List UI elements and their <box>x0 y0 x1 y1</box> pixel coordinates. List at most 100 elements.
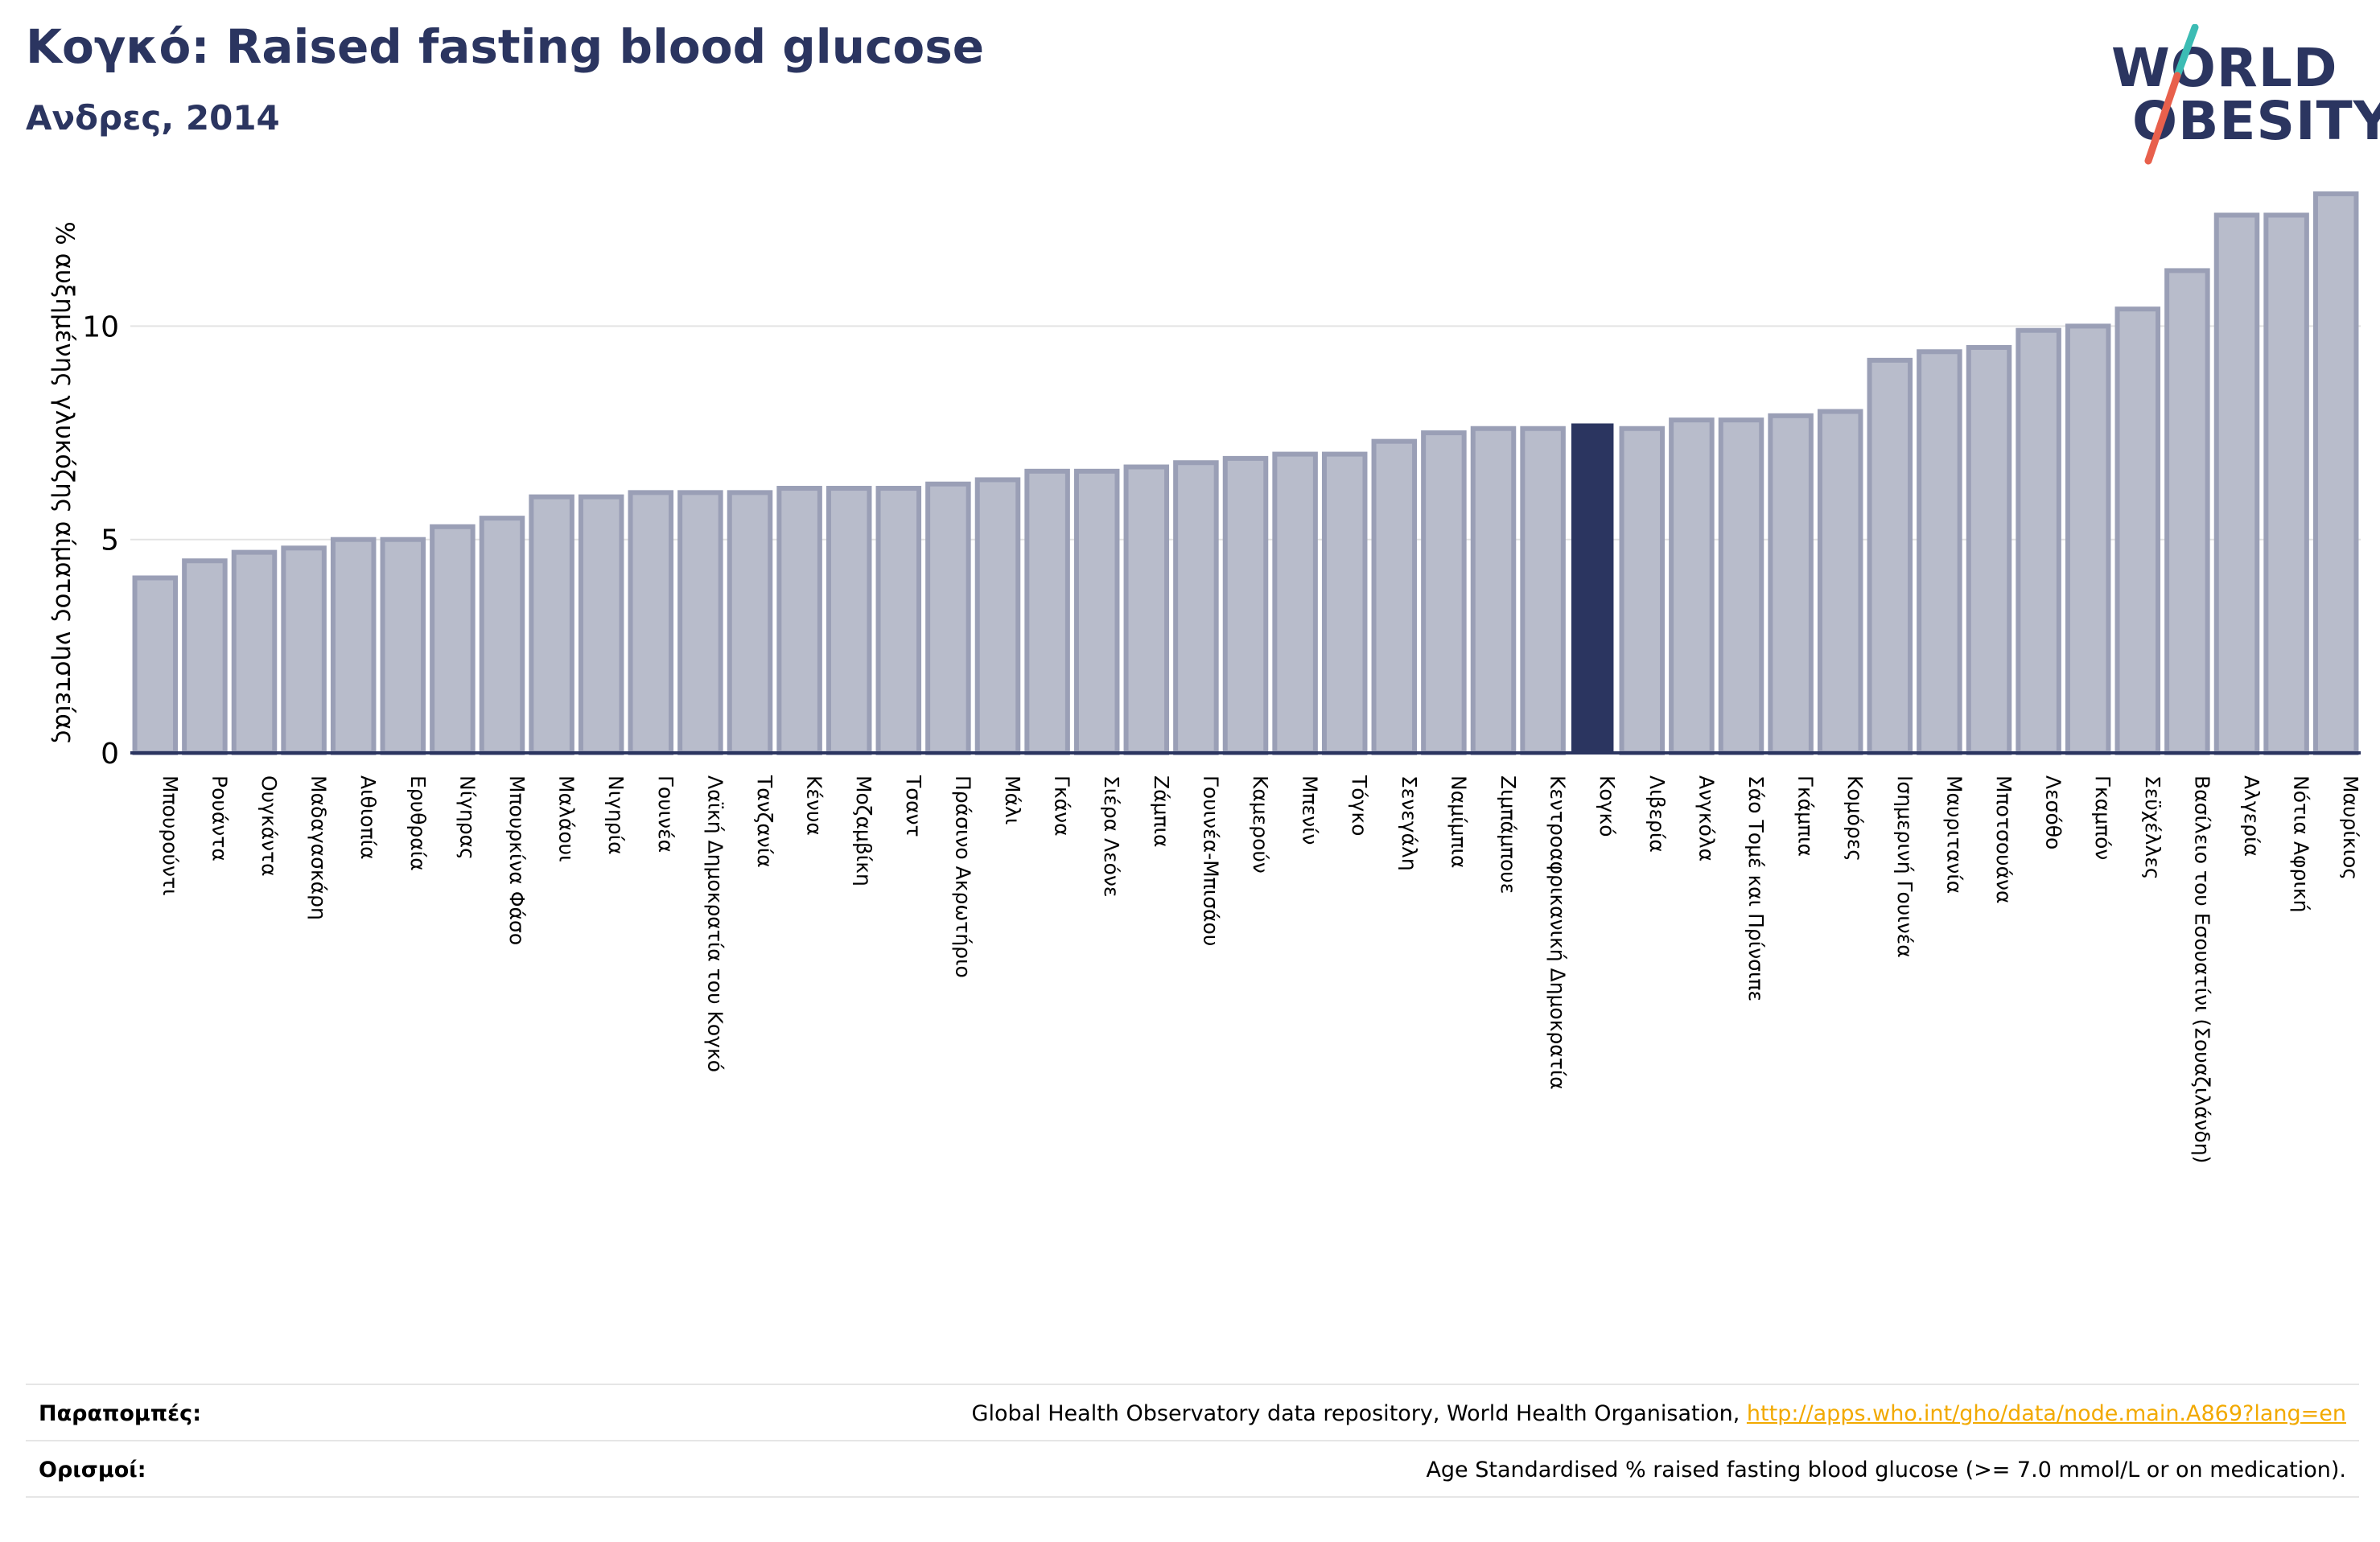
x-tick-label: Γκάμπια <box>1794 775 1818 857</box>
bar <box>1867 357 1913 755</box>
logo-slash-icon <box>2144 24 2199 165</box>
x-tick-label: Τόγκο <box>1348 775 1371 836</box>
bar <box>1669 417 1715 755</box>
x-tick-label: Τανζανία <box>753 775 776 868</box>
bar <box>1768 413 1814 755</box>
x-tick-label: Μοζαμβίκη <box>852 775 875 886</box>
bar <box>231 549 278 755</box>
x-tick-label: Νιγηρία <box>604 775 628 855</box>
bar <box>1272 451 1318 755</box>
tick-labels: 0 5 10 Μπουρούντι Ρουάντα Ουγκάντα Μαδαγασκάρη… <box>50 221 2362 1163</box>
x-tick-label: Βασίλειο του Εσουατίνι (Σουαζιλάνδη) <box>2190 775 2213 1163</box>
y-tick-label: 5 <box>101 524 119 557</box>
x-tick-label: Κομόρες <box>1843 775 1867 861</box>
chart-subtitle: Ανδρες, 2014 <box>26 98 280 138</box>
bar <box>2164 268 2210 756</box>
x-tick-label: Μαλάουι <box>555 775 579 862</box>
bar <box>529 494 574 755</box>
x-tick-label: Ισημερινή Γουινέα <box>1893 775 1917 958</box>
bar <box>776 486 822 755</box>
x-tick-label: Κογκό <box>1596 775 1619 837</box>
bar <box>1817 409 1863 755</box>
x-tick-label: Σιέρα Λεόνε <box>1100 775 1123 897</box>
x-tick-label: Αιθιοπία <box>356 775 380 860</box>
bar <box>1321 451 1368 755</box>
x-tick-label: Νότια Αφρική <box>2290 775 2313 912</box>
x-tick-label: Κεντροαφρικανική Δημοκρατία <box>1546 775 1570 1090</box>
x-tick-label: Μάλι <box>1001 775 1024 824</box>
bar <box>2114 306 2161 756</box>
bar <box>2263 212 2309 755</box>
x-tick-label: Μαδαγασκάρη <box>307 775 331 920</box>
bar-highlight <box>1571 423 1614 754</box>
x-tick-label: Λεσόθο <box>2042 775 2065 849</box>
bar <box>1619 426 1666 755</box>
bar <box>628 490 674 755</box>
x-tick-label: Ουγκάντα <box>257 775 281 877</box>
bar <box>727 490 773 755</box>
world-obesity-logo: WORLD OBESITY <box>2100 24 2380 169</box>
bar <box>1123 464 1170 755</box>
bar <box>281 545 327 755</box>
x-tick-label: Σάο Τομέ και Πρίνσιπε <box>1744 775 1768 1001</box>
bar <box>330 537 377 755</box>
x-tick-label: Γουινέα <box>654 775 677 853</box>
logo-text-obesity: OBESITY <box>2132 90 2380 152</box>
bars <box>132 191 2359 756</box>
bar <box>182 558 228 755</box>
x-tick-label: Μαυρίκιος <box>2339 775 2362 880</box>
x-tick-label: Πράσινο Ακρωτήριο <box>951 775 974 978</box>
bar <box>974 477 1021 755</box>
x-tick-label: Μπουρούντι <box>159 775 182 896</box>
references-label: Παραπομπές: <box>39 1401 201 1426</box>
bar <box>1222 455 1269 755</box>
logo-text-world: WORLD <box>2111 37 2338 99</box>
bar <box>430 524 476 755</box>
bar <box>380 537 426 755</box>
references-text: Global Health Observatory data repositor… <box>971 1401 1747 1426</box>
x-tick-label: Τσαντ <box>902 775 925 837</box>
bar <box>677 490 723 755</box>
references-value: Global Health Observatory data repositor… <box>972 1401 2346 1426</box>
references-row: Παραπομπές: Global Health Observatory da… <box>26 1384 2359 1441</box>
x-tick-label: Γουινέα-Μπισάου <box>1199 775 1222 946</box>
references-link[interactable]: http://apps.who.int/gho/data/node.main.A… <box>1746 1401 2346 1426</box>
x-tick-label: Λαϊκή Δημοκρατία του Κογκό <box>703 775 727 1072</box>
bar <box>925 481 971 755</box>
bar <box>132 575 179 755</box>
x-tick-label: Σενεγάλη <box>1398 775 1421 871</box>
bar <box>479 516 525 755</box>
x-tick-label: Ανγκόλα <box>1694 775 1718 861</box>
bar <box>2065 323 2111 755</box>
x-tick-label: Μαυριτανία <box>1942 775 1966 894</box>
bar <box>1520 426 1566 755</box>
x-tick-label: Μπενίν <box>1299 775 1322 845</box>
bar <box>2213 212 2260 755</box>
definitions-label: Ορισμοί: <box>39 1458 146 1482</box>
x-tick-label: Γκαμπόν <box>2091 775 2114 860</box>
x-tick-label: Κένυα <box>803 775 826 836</box>
x-tick-label: Ερυθραία <box>406 775 430 871</box>
bar <box>2312 191 2359 755</box>
definitions-value: Age Standardised % raised fasting blood … <box>1426 1458 2346 1482</box>
x-tick-label: Σεϋχέλλες <box>2141 775 2164 880</box>
x-tick-label: Γκάνα <box>1051 775 1074 837</box>
x-tick-label: Ζιμπάμπουε <box>1497 775 1520 894</box>
bar <box>1024 468 1070 755</box>
bar <box>578 494 624 755</box>
bar <box>826 486 872 755</box>
x-tick-label: Νίγηρας <box>455 775 479 860</box>
x-tick-label: Ναμίμπια <box>1447 775 1470 868</box>
bar <box>1718 417 1764 755</box>
y-axis-label: % αυξημένης γλυκόζης αίματος νηστείας <box>50 221 79 744</box>
chart-title: Κογκό: Raised fasting blood glucose <box>26 19 985 74</box>
bar <box>1470 426 1517 755</box>
definitions-row: Ορισμοί: Age Standardised % raised fasti… <box>26 1440 2359 1498</box>
bar <box>1917 349 1962 755</box>
x-tick-label: Ρουάντα <box>208 775 231 861</box>
bar <box>1371 438 1418 755</box>
x-tick-label: Μπουρκίνα Φάσο <box>505 775 529 945</box>
y-tick-label: 0 <box>101 738 119 771</box>
bar <box>1173 460 1219 755</box>
y-tick-label: 10 <box>82 310 119 343</box>
